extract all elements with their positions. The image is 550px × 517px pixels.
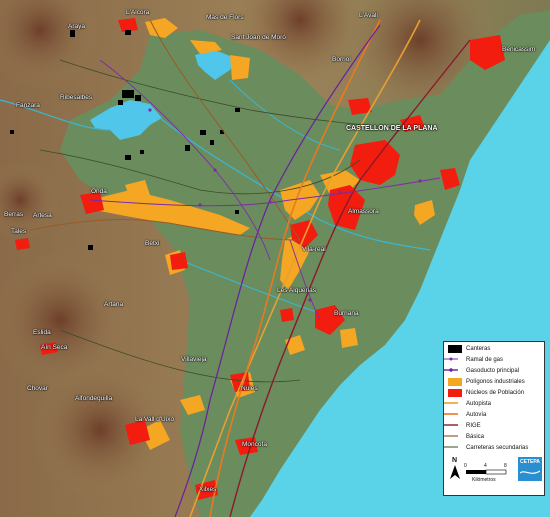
scale-unit-label: Kilómetros [472,477,496,483]
legend-item-gasoducto: Gasoducto principal [444,366,544,376]
place-label-chovar: Chovar [27,385,48,392]
legend-label: Canteras [466,346,491,352]
place-label-alfondeguilla: Alfondeguilla [75,395,113,402]
place-label-fanzara: Fanzara [16,102,40,109]
legend-label: Polígonos industriales [466,379,525,385]
place-label-borriol: Borriol [332,56,351,63]
legend-swatch-motorway [444,402,458,404]
place-label-tales: Tales [11,228,27,235]
legend-item-rige: RIGE [444,421,544,431]
north-arrow-icon [450,465,460,479]
legend-swatch-rail [444,424,458,426]
legend-item-autopista: Autopista [444,399,544,409]
place-label-lalcora: L'Alcora [126,9,150,16]
legend-swatch-gas-main [444,368,458,372]
scale-bar-block: N 0 4 8 Kilómetros CETEPA [444,455,544,495]
legend-swatch-industrial [448,378,462,386]
place-label-vilareal: Vila-real [302,246,326,253]
place-label-artesa: Artesa [33,212,52,219]
cetepa-logo-text: CETEPA [520,459,540,465]
legend-item-nucleos: Núcleos de Población [444,388,544,398]
legend-label: RIGE [466,423,481,429]
legend-swatch-expressway [444,413,458,415]
place-label-onda: Onda [91,188,107,195]
place-label-moncofa: Moncofa [242,441,267,448]
legend-item-ramal-gas: Ramal de gas [444,355,544,365]
legend-item-secundarias: Carreteras secundarias [444,443,544,453]
place-label-masdeflors: Mas de Flors [206,14,244,21]
legend-item-autovia: Autovía [444,410,544,420]
reservoir-alcora [195,50,235,80]
place-label-castellon: CASTELLON DE LA PLANA [346,125,438,132]
legend-label: Autopista [466,401,492,407]
legend-swatch-basic-road [444,435,458,437]
place-label-almassora: Almassora [348,208,379,215]
legend-label: Autovía [466,412,487,418]
legend-item-basica: Básica [444,432,544,442]
scale-tick-4: 4 [484,463,487,469]
legend-label: Carreteras secundarias [466,445,529,451]
roads-layer [29,19,471,517]
place-label-betxi: Betxi [145,240,160,247]
place-label-santjoan: Sant Joan de Moró [231,34,286,41]
place-label-araya: Araya [68,23,85,30]
scale-tick-0: 0 [464,463,467,469]
place-label-alquerias: Les Alquerias [277,287,317,294]
legend-swatch-secondary-road [444,446,458,448]
place-label-nules: Nules [241,385,258,392]
scale-bar [466,469,507,475]
quarry-layer [10,30,240,250]
place-label-lavalldeuxo: La Vall d'Uixó [135,416,175,423]
legend-label: Básica [466,434,485,440]
legend-swatch-quarry [448,345,462,353]
place-label-burriana: Burriana [334,310,359,317]
scale-tick-8: 8 [504,463,507,469]
place-label-villavieja: Villavieja [181,356,207,363]
legend-swatch-urban [448,389,462,397]
place-label-aincaseca: Aín Seca [41,344,68,351]
legend-item-canteras: Canteras [444,344,544,354]
place-label-ribesalbes: Ribesalbes [60,94,93,101]
place-label-lavall: L'Avall [359,12,378,19]
place-label-berras: Berras [4,211,24,218]
map-legend: Canteras Ramal de gas Gasoducto principa… [443,341,545,496]
place-label-eslida: Eslida [33,329,51,336]
gas-layer [89,24,441,517]
legend-label: Ramal de gas [466,357,504,363]
place-label-benicassim: Benicassim [502,46,536,53]
reservoir-sichar [90,100,162,140]
legend-swatch-gas-branch [444,357,458,361]
north-arrow-label: N [452,457,458,464]
legend-label: Gasoducto principal [466,368,520,374]
place-label-xilxes: Xilxes [199,486,217,493]
legend-label: Núcleos de Población [466,390,525,396]
legend-item-poligonos: Polígonos industriales [444,377,544,387]
place-label-artana: Artana [104,301,124,308]
urban-layer [15,18,505,500]
cetepa-logo: CETEPA [518,457,542,481]
